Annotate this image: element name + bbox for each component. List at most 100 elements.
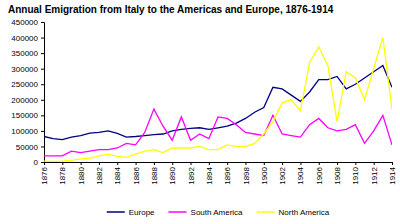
y-tick: 50000 [16, 143, 44, 152]
legend-swatch [257, 211, 275, 213]
y-tick-label: 150000 [11, 111, 38, 120]
x-tick-label: 1876 [40, 166, 49, 184]
x-tick-label: 1896 [223, 166, 232, 184]
x-tick-label: 1906 [315, 166, 324, 184]
y-tick: 300000 [11, 65, 44, 74]
legend-item: Europe [107, 208, 155, 217]
x-tick-label: 1884 [113, 166, 122, 184]
x-tick-mark [300, 162, 301, 165]
x-tick-label: 1902 [278, 166, 287, 184]
legend-item: North America [257, 208, 330, 217]
y-tick-mark [41, 84, 44, 85]
x-tick-label: 1912 [370, 166, 379, 184]
y-tick: 0 [34, 158, 44, 167]
x-tick-mark [117, 162, 118, 165]
y-axis: 0 50000 100000 150000 200000 250000 300000 3500… [11, 18, 44, 167]
y-tick-mark [41, 162, 44, 163]
x-tick-mark [374, 162, 375, 165]
x-tick-mark [154, 162, 155, 165]
x-tick: 1904 [296, 162, 305, 185]
x-tick: 1882 [95, 162, 104, 185]
y-tick: 400000 [11, 34, 44, 43]
x-tick: 1908 [333, 162, 342, 185]
legend: Europe South America North America [107, 208, 330, 217]
x-tick-label: 1878 [58, 166, 67, 184]
y-tick: 200000 [11, 96, 44, 105]
x-tick: 1878 [58, 162, 67, 185]
x-tick-mark [355, 162, 356, 165]
y-tick: 150000 [11, 111, 44, 120]
title: Annual Emigration from Italy to the Amer… [8, 4, 334, 15]
legend-label: Europe [129, 208, 155, 217]
x-tick-mark [264, 162, 265, 165]
y-tick-label: 0 [34, 158, 39, 167]
y-axis-line [41, 23, 45, 163]
y-tick-mark [41, 38, 44, 39]
x-tick-label: 1888 [150, 166, 159, 184]
x-tick-label: 1886 [132, 166, 141, 184]
x-tick: 1892 [187, 162, 196, 185]
x-tick-mark [44, 162, 45, 165]
x-tick-mark [392, 162, 393, 165]
y-tick-label: 300000 [11, 65, 38, 74]
y-tick-label: 100000 [11, 127, 38, 136]
x-tick-mark [99, 162, 100, 165]
x-tick-label: 1898 [242, 166, 251, 184]
legend-label: South America [191, 208, 244, 217]
x-tick-label: 1882 [95, 166, 104, 184]
y-tick-mark [41, 146, 44, 147]
x-tick: 1876 [40, 162, 49, 185]
x-tick: 1902 [278, 162, 287, 185]
x-tick: 1896 [223, 162, 232, 185]
y-tick-mark [41, 100, 44, 101]
lines [44, 38, 392, 162]
y-tick: 250000 [11, 80, 44, 89]
y-tick-label: 250000 [11, 80, 38, 89]
legend-label: North America [279, 208, 330, 217]
y-tick-mark [41, 115, 44, 116]
y-tick-mark [41, 53, 44, 54]
x-tick-mark [227, 162, 228, 165]
x-tick: 1914 [388, 162, 397, 185]
x-tick-mark [209, 162, 210, 165]
x-tick-mark [191, 162, 192, 165]
y-tick-mark [41, 22, 44, 23]
x-tick: 1894 [205, 162, 214, 185]
y-tick-mark [41, 131, 44, 132]
x-tick-label: 1892 [187, 166, 196, 184]
x-tick-mark [62, 162, 63, 165]
x-axis: 1876 1878 1880 1882 1884 1886 1888 1890 1892 1894… [40, 162, 397, 185]
x-tick-label: 1908 [333, 166, 342, 184]
x-tick: 1880 [77, 162, 86, 185]
x-tick-label: 1890 [168, 166, 177, 184]
y-tick-label: 400000 [11, 34, 38, 43]
y-tick-label: 450000 [11, 18, 38, 27]
x-tick-mark [282, 162, 283, 165]
x-tick: 1884 [113, 162, 122, 185]
x-tick-label: 1880 [77, 166, 86, 184]
plot: 0 50000 100000 150000 200000 250000 300000 3500… [11, 18, 397, 185]
y-tick: 350000 [11, 49, 44, 58]
x-tick-mark [81, 162, 82, 165]
x-tick: 1900 [260, 162, 269, 185]
legend-swatch [169, 211, 187, 213]
x-tick: 1890 [168, 162, 177, 185]
x-tick: 1910 [351, 162, 360, 185]
x-tick-mark [337, 162, 338, 165]
x-tick-mark [136, 162, 137, 165]
y-tick-label: 50000 [16, 143, 39, 152]
legend-swatch [107, 211, 125, 213]
x-tick: 1912 [370, 162, 379, 185]
y-tick-mark [41, 69, 44, 70]
x-tick-label: 1914 [388, 166, 397, 184]
y-tick: 450000 [11, 18, 44, 27]
y-tick-label: 350000 [11, 49, 38, 58]
x-tick-mark [319, 162, 320, 165]
y-tick: 100000 [11, 127, 44, 136]
x-tick: 1906 [315, 162, 324, 185]
x-tick-label: 1894 [205, 166, 214, 184]
y-tick-label: 200000 [11, 96, 38, 105]
x-tick: 1898 [242, 162, 251, 185]
x-tick: 1886 [132, 162, 141, 185]
x-tick-label: 1900 [260, 166, 269, 184]
